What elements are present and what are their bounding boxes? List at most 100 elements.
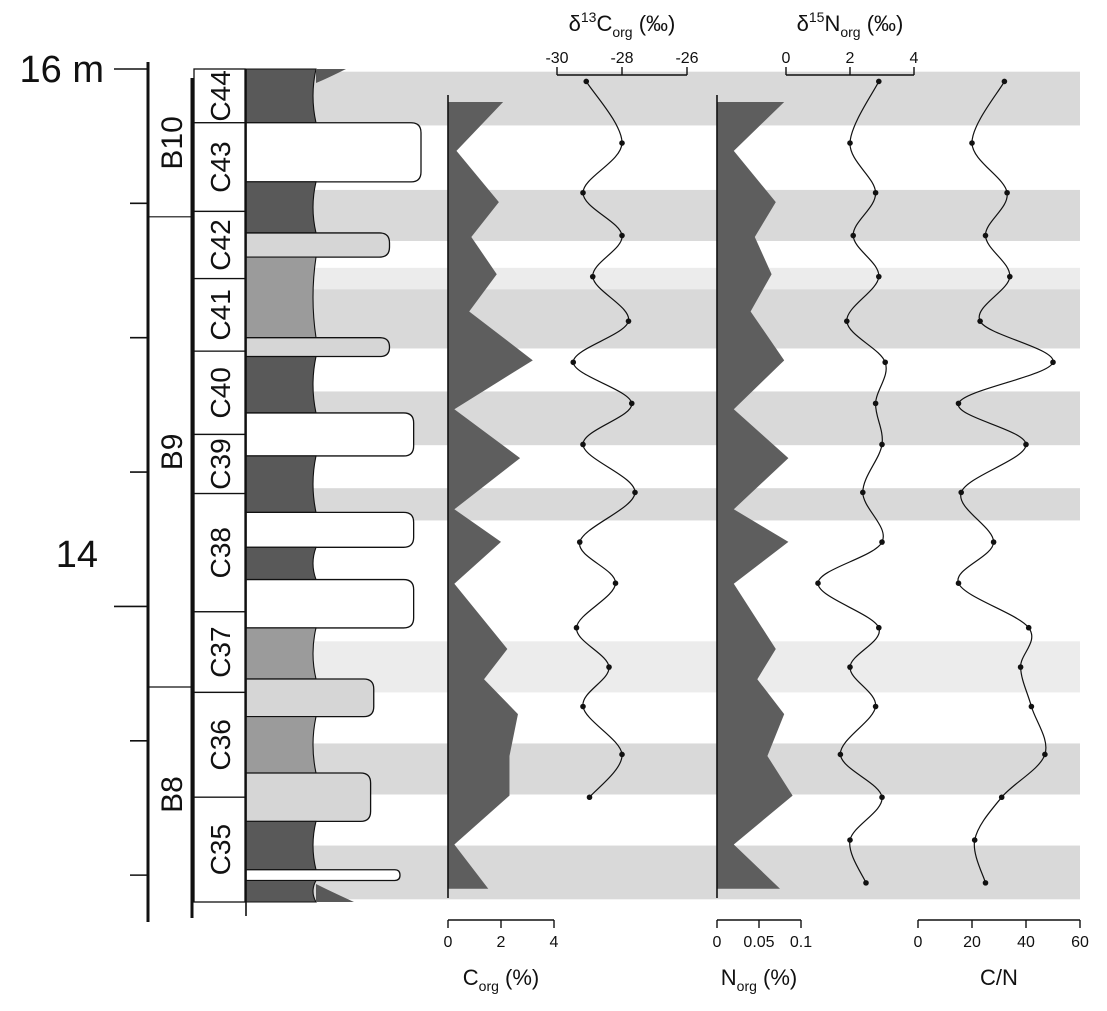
cycle-label: C37 xyxy=(205,626,236,677)
panel-3-tick-label: 0 xyxy=(782,50,791,67)
panel-1-tick-label: -26 xyxy=(675,50,698,67)
cycle-box xyxy=(193,210,246,280)
panel-3-point xyxy=(815,580,821,586)
cycle-label: C40 xyxy=(205,367,236,418)
unit-columns: B10 B9 B8 C44 C43 C42 C41 C40 C39 C38 C37 C36 C35 xyxy=(148,68,246,918)
lith-bed-16 xyxy=(245,820,317,871)
panel-1-point xyxy=(619,232,625,239)
panel-1-point xyxy=(612,580,619,586)
panel-4-tick-label: 20 xyxy=(963,934,981,951)
panel-4-point xyxy=(977,318,983,324)
panel-4-point xyxy=(982,880,989,886)
panel-3-point xyxy=(879,441,885,448)
panel-3-xlabel: δ15Norg (‰) xyxy=(797,9,904,40)
panel-3-point xyxy=(876,273,882,280)
panel-4-point xyxy=(998,794,1005,801)
cycle-box xyxy=(193,122,246,213)
lith-bed-3 xyxy=(245,232,391,258)
lith-bed-11 xyxy=(245,578,415,629)
band-0 xyxy=(245,71,1080,126)
panel-1-point xyxy=(583,78,590,85)
panel-4-xlabel: C/N xyxy=(980,965,1018,990)
lith-bed-14 xyxy=(245,716,317,774)
panel-1-point xyxy=(632,489,638,496)
panel-4-point xyxy=(1050,359,1056,366)
panel-1-point xyxy=(619,140,625,146)
panel-4-point xyxy=(955,400,962,407)
panel-1-point xyxy=(570,359,577,366)
panel-3-point xyxy=(837,751,844,758)
band-1 xyxy=(245,189,1080,241)
panel-0-tick-label: 4 xyxy=(550,934,559,951)
band-7 xyxy=(245,743,1080,795)
panel-4-tick-label: 0 xyxy=(914,934,923,951)
panel-0-xlabel: Corg (%) xyxy=(463,965,539,994)
cycle-box xyxy=(193,492,246,613)
panel-4-point xyxy=(969,140,975,146)
lith-bed-9 xyxy=(245,511,415,548)
panel-1-point xyxy=(619,751,625,758)
panel-1-tick-label: -30 xyxy=(545,50,568,67)
unit-label: B10 xyxy=(156,116,189,169)
panel-3-point xyxy=(879,794,885,801)
panel-2-tick-label: 0.1 xyxy=(790,934,812,951)
panel-2-area xyxy=(717,101,793,889)
panel-1-tick-label: -28 xyxy=(610,50,633,67)
panel-3-point xyxy=(882,359,888,366)
lith-bed-12 xyxy=(245,627,317,680)
proxy-plots: 0 2 4 Corg (%) -30 -28 -26 δ13Corg (‰) 0 0.05 0.1 N… xyxy=(444,9,1089,994)
panel-3-point xyxy=(872,189,879,196)
panel-1-point xyxy=(589,273,596,280)
panel-1-point xyxy=(606,664,612,670)
panel-2: 0 0.05 0.1 Norg (%) xyxy=(713,95,812,994)
cycle-box xyxy=(193,350,246,436)
panel-2-tick-label: 0 xyxy=(713,934,722,951)
panel-1-point xyxy=(586,794,593,801)
cycle-label: C38 xyxy=(205,527,236,578)
panel-3-point xyxy=(860,489,866,496)
lith-bed-18 xyxy=(245,879,317,903)
panel-3-point xyxy=(847,664,853,670)
panel-2-tick-label: 0.05 xyxy=(743,934,774,951)
panel-0-tick-label: 2 xyxy=(497,934,506,951)
lith-bed-15 xyxy=(245,772,372,823)
panel-4-point xyxy=(1023,441,1029,448)
panel-3-point xyxy=(876,624,882,631)
lithology-column xyxy=(245,68,422,916)
panel-1-point xyxy=(580,189,586,196)
panel-1-point xyxy=(625,318,632,324)
lith-bed-5 xyxy=(245,337,391,358)
cycle-label: C36 xyxy=(205,719,236,770)
lith-bed-6 xyxy=(245,355,317,414)
panel-4-point xyxy=(955,580,962,586)
lith-bed-17 xyxy=(245,869,401,882)
panel-2-xlabel: Norg (%) xyxy=(721,965,797,994)
panel-3-point xyxy=(879,539,885,545)
panel-1-point xyxy=(573,624,580,631)
panel-4-point xyxy=(990,539,997,545)
panel-4-point xyxy=(1028,703,1035,710)
panel-4: 0 20 40 60 C/N xyxy=(914,78,1089,990)
panel-4-point xyxy=(958,489,964,496)
panel-4-point xyxy=(1042,751,1048,758)
cycle-box xyxy=(193,433,246,495)
lith-bed-13 xyxy=(245,678,375,718)
panel-1-point xyxy=(580,703,586,710)
panel-1-xlabel: δ13Corg (‰) xyxy=(569,9,676,40)
panel-0-tick-label: 0 xyxy=(444,934,453,951)
panel-0: 0 2 4 Corg (%) xyxy=(444,95,559,994)
unit-label: B8 xyxy=(156,776,189,813)
panel-3: 0 2 4 δ15Norg (‰) xyxy=(782,9,919,886)
lith-bed-1 xyxy=(245,122,422,183)
depth-label-mid: 14 xyxy=(56,534,98,576)
panel-1-point xyxy=(628,400,635,407)
panel-4-point xyxy=(982,232,989,239)
cycle-label: C35 xyxy=(205,824,236,875)
panel-0-area xyxy=(448,101,533,889)
cycle-box xyxy=(193,691,246,798)
lith-bed-8 xyxy=(245,455,317,513)
panel-1-point xyxy=(580,441,586,448)
depth-label-top: 16 m xyxy=(20,49,104,91)
lith-bed-2 xyxy=(245,181,317,234)
panel-3-tick-label: 2 xyxy=(846,50,855,67)
